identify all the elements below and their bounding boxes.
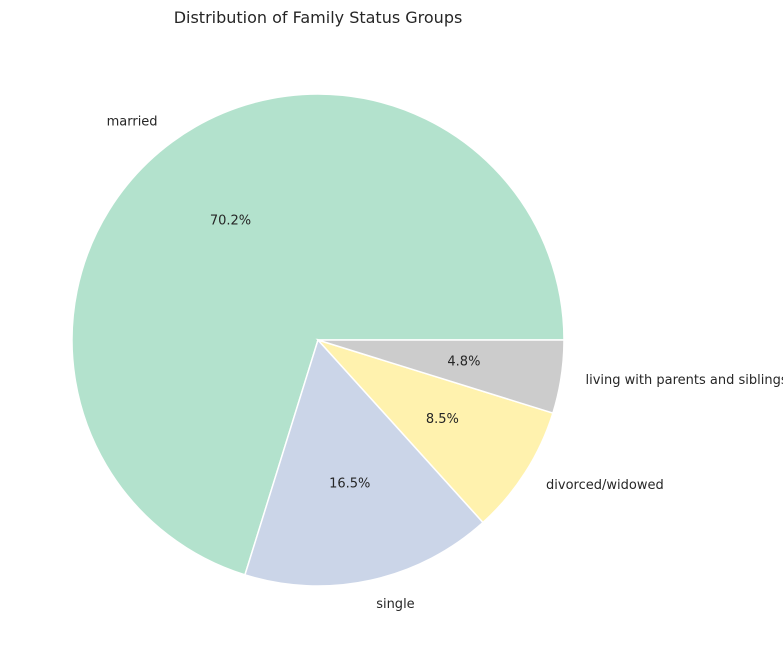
pie-slice-married (71, 93, 565, 576)
slice-percentage-label: 70.2% (210, 214, 251, 229)
slice-percentage-label: 16.5% (329, 477, 370, 492)
pie-slice-single (243, 338, 485, 587)
pie-labels: married 70.2% single 16.5% divorced/widowed 8… (107, 115, 783, 612)
pie-slices (71, 93, 565, 587)
slice-label: divorced/widowed (546, 478, 664, 493)
slice-percentage-label: 8.5% (426, 412, 459, 427)
slice-label: living with parents and siblings (586, 373, 783, 388)
slice-percentage-label: 4.8% (447, 355, 480, 370)
chart-title: Distribution of Family Status Groups (174, 8, 463, 27)
pie-slice-living-with-parents-and-siblings (317, 339, 565, 415)
pie-slice-divorced-widowed (315, 338, 554, 524)
slice-label: married (107, 115, 158, 130)
slice-label: single (376, 597, 415, 612)
